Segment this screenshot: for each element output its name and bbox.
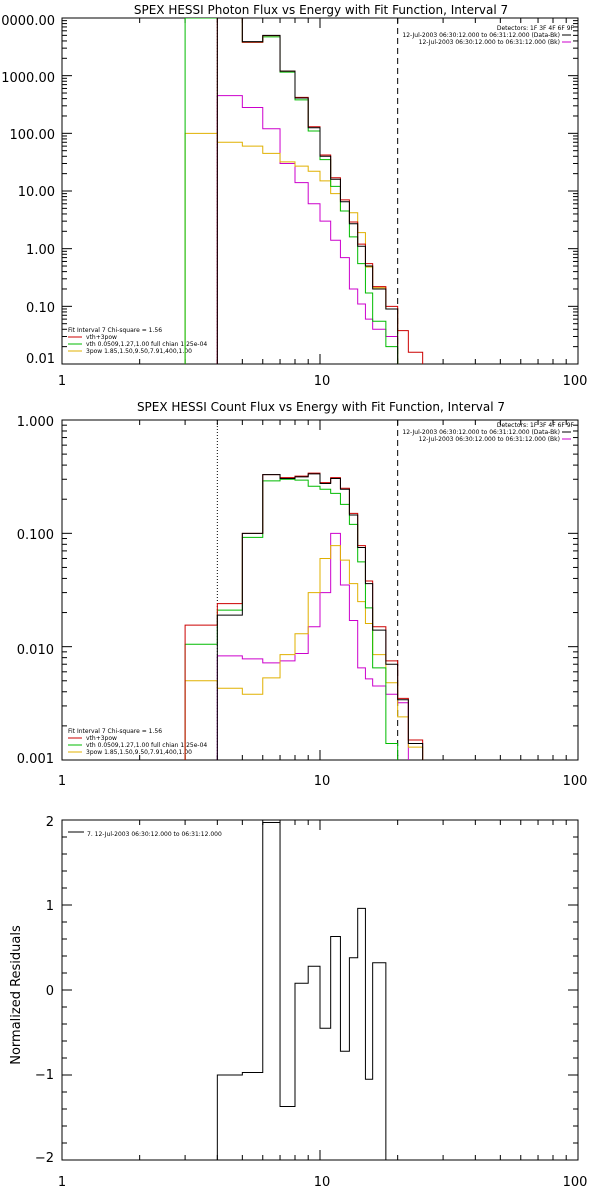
x-tick-label: 1 [58,374,66,389]
legend-entry-bk: 12-Jul-2003 06:30:12.000 to 06:31:12.000… [419,39,560,46]
count-series-group [184,472,424,760]
legend-entry-3pow: 3pow 1.85,1.50,9.50,7.91,400,1.00 [86,749,192,756]
legend-entry-vth: vth 0.0509,1.27,1.00 full chian 1.25e-04 [86,742,207,749]
legend-detectors: Detectors: 1F 3F 4F 6F 9F [497,25,575,32]
series-step-line [216,95,399,364]
legend-entry-vth-3pow: vth+3pow [86,334,117,341]
legend-fit-interval: Fit Interval 7 Chi-square = 1.56 [68,728,162,735]
resid-legend: 7. 12-Jul-2003 06:30:12.000 to 06:31:12.… [87,831,222,838]
series-step-line [216,18,399,364]
residuals-panel: Normalized Residuals 2 1 0 −1 −2 1 10 10… [9,815,587,1190]
photon-flux-panel: SPEX HESSI Photon Flux vs Energy with Fi… [1,3,587,389]
legend-entry-bk: 12-Jul-2003 06:30:12.000 to 06:31:12.000… [419,436,560,443]
photon-tick-marks [61,18,578,365]
photon-tick-labels: 0000.00 1000.00 100.00 10.00 1.00 0.10 0… [1,14,587,389]
x-tick-label: 100 [563,1175,588,1190]
y-tick-label: 0.010 [17,643,54,658]
y-tick-label: −1 [35,1068,54,1083]
y-tick-label: 100.00 [10,128,56,143]
residuals-y-axis-label: Normalized Residuals [9,925,24,1065]
y-tick-label: 1 [46,899,54,914]
count-tick-labels: 1.000 0.100 0.010 0.001 1 10 100 [17,415,588,789]
y-tick-label: 0.10 [26,301,55,316]
y-tick-label: −2 [35,1151,54,1166]
photon-plot-frame [61,17,579,365]
legend-detectors: Detectors: 1F 3F 4F 6F 9F [497,422,575,429]
y-tick-label: 0.100 [17,528,54,543]
y-tick-label: 0000.00 [1,14,55,29]
y-tick-label: 1.00 [26,243,55,258]
legend-entry-vth-3pow: vth+3pow [86,735,117,742]
y-tick-label: 2 [46,815,54,830]
y-tick-label: 10.00 [18,185,55,200]
photon-legend-samples [68,34,571,352]
count-legend: Detectors: 1F 3F 4F 6F 9F 12-Jul-2003 06… [68,422,575,756]
series-step-line [184,132,399,364]
photon-series-group [184,18,424,364]
x-tick-label: 100 [563,774,588,789]
y-tick-label: 0.001 [17,752,54,767]
series-step-line [216,473,424,760]
legend-entry-data-bk: 12-Jul-2003 06:30:12.000 to 06:31:12.000… [402,32,560,39]
y-tick-label: 0.01 [26,352,55,367]
series-step-line [184,478,399,760]
resid-series-group [216,822,387,1160]
legend-entry-3pow: 3pow 1.85,1.50,9.50,7.91,400,1.00 [86,348,192,355]
legend-entry-vth: vth 0.0509,1.27,1.00 full chian 1.25e-04 [86,341,207,348]
y-tick-label: 0 [46,984,54,999]
series-step-line [216,18,424,364]
resid-tick-marks [61,819,578,1161]
count-chart-title: SPEX HESSI Count Flux vs Energy with Fit… [137,400,505,414]
y-tick-label: 1.000 [17,415,54,430]
series-step-line [216,822,387,1160]
legend-entry-interval: 7. 12-Jul-2003 06:30:12.000 to 06:31:12.… [87,831,222,838]
count-legend-samples [68,431,571,753]
x-tick-label: 1 [58,1175,66,1190]
y-tick-label: 1000.00 [1,71,55,86]
x-tick-label: 10 [314,1175,331,1190]
x-tick-label: 10 [314,374,331,389]
series-step-line [184,545,424,760]
series-step-line [184,472,424,760]
count-tick-marks [61,420,578,761]
legend-fit-interval: Fit Interval 7 Chi-square = 1.56 [68,327,162,334]
x-tick-label: 100 [563,374,588,389]
x-tick-label: 1 [58,774,66,789]
x-tick-label: 10 [314,774,331,789]
resid-tick-labels: 2 1 0 −1 −2 1 10 100 [35,815,588,1190]
photon-chart-title: SPEX HESSI Photon Flux vs Energy with Fi… [134,3,508,17]
count-flux-panel: SPEX HESSI Count Flux vs Energy with Fit… [17,400,588,789]
series-step-line [216,532,409,760]
photon-legend: Detectors: 1F 3F 4F 6F 9F 12-Jul-2003 06… [68,25,575,355]
legend-entry-data-bk: 12-Jul-2003 06:30:12.000 to 06:31:12.000… [402,429,560,436]
